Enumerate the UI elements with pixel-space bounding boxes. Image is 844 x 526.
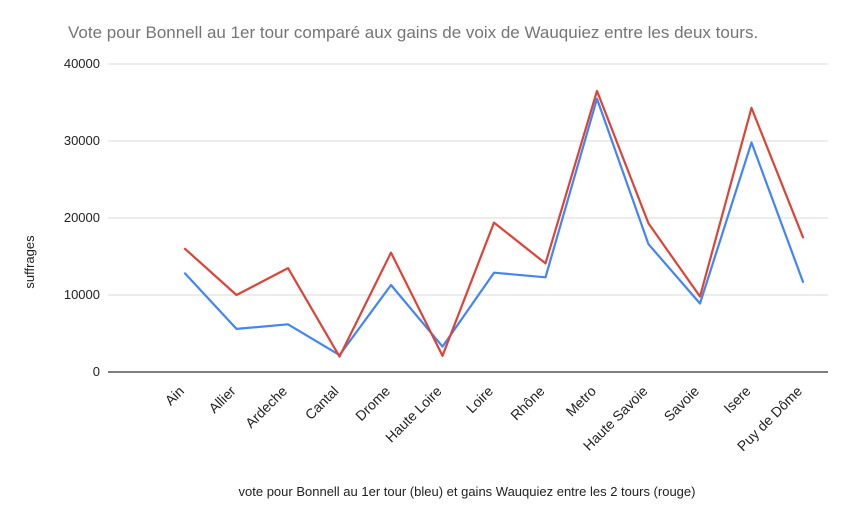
x-tick-label: Ain — [161, 383, 187, 409]
series-lines — [183, 89, 805, 358]
x-tick-label: Allier — [205, 383, 239, 417]
x-axis-label: vote pour Bonnell au 1er tour (bleu) et … — [239, 484, 696, 499]
series-line-2 — [183, 89, 805, 358]
x-tick-label: Metro — [562, 383, 599, 420]
x-tick-label: Cantal — [302, 383, 342, 423]
x-tick-label: Haute Loire — [382, 383, 445, 446]
x-tick-label: Ardeche — [242, 383, 290, 431]
y-tick-label: 0 — [93, 364, 100, 379]
x-tick-label: Rhône — [507, 383, 548, 424]
y-tick-label: 20000 — [64, 210, 100, 225]
y-tick-label: 10000 — [64, 287, 100, 302]
y-axis-ticks: 0 10000 20000 30000 40000 — [64, 56, 100, 379]
x-tick-label: Loire — [463, 383, 496, 416]
x-tick-label: Drome — [352, 383, 393, 424]
y-tick-label: 30000 — [64, 133, 100, 148]
y-axis-label: suffrages — [22, 235, 37, 289]
x-tick-label: Savoie — [661, 383, 703, 425]
y-tick-label: 40000 — [64, 56, 100, 71]
chart-title: Vote pour Bonnell au 1er tour comparé au… — [68, 23, 758, 42]
series-line-1 — [183, 97, 805, 357]
gridlines — [108, 63, 828, 296]
x-tick-label: Isere — [720, 383, 753, 416]
